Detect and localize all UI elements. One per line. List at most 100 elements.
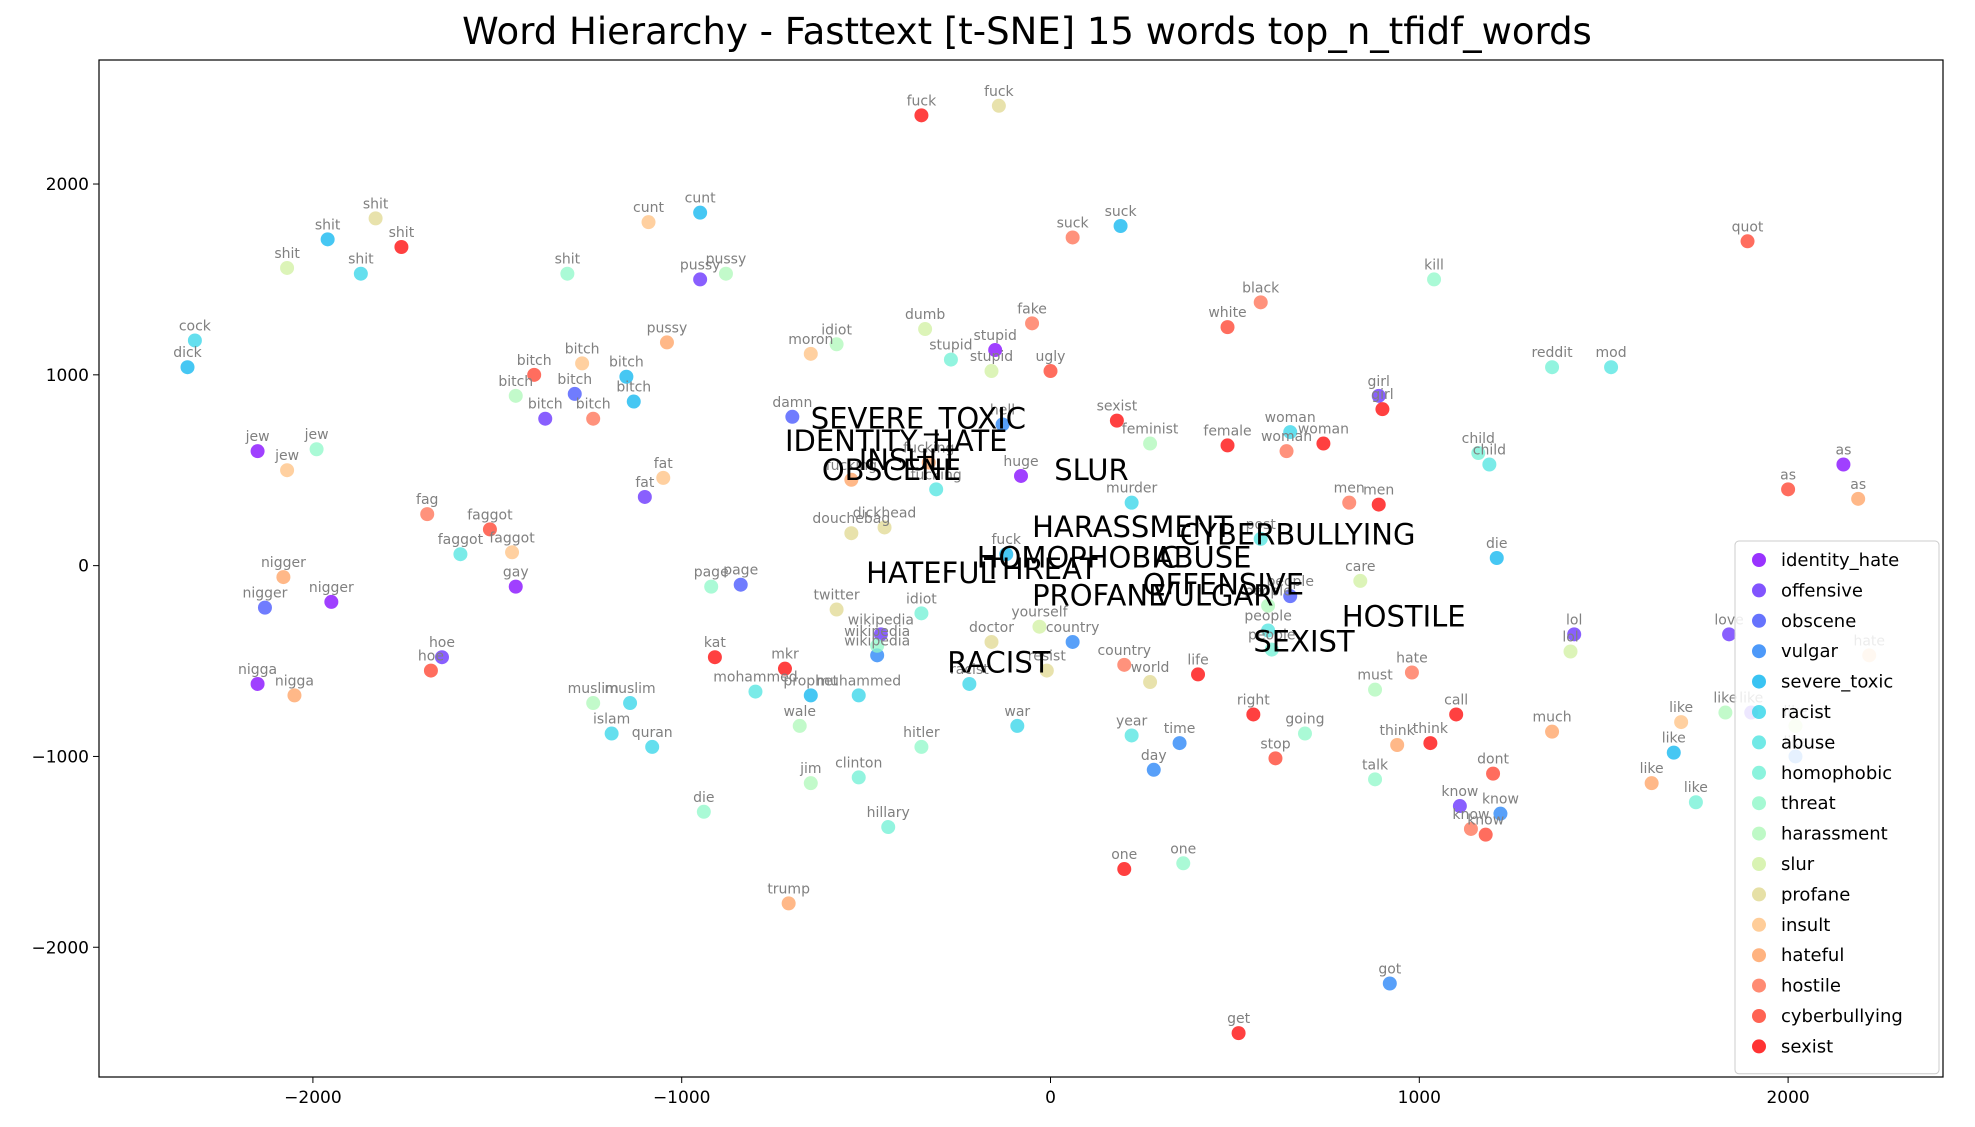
data-point bbox=[1404, 665, 1419, 680]
point-label: lol bbox=[1562, 630, 1578, 646]
point-label: shit bbox=[348, 252, 374, 268]
point-label: quot bbox=[1732, 219, 1764, 235]
legend-marker bbox=[1752, 978, 1766, 993]
data-point bbox=[1032, 619, 1047, 634]
point-label: huge bbox=[1003, 454, 1038, 470]
point-label: fag bbox=[416, 492, 438, 508]
data-point bbox=[803, 346, 818, 361]
data-point bbox=[1316, 436, 1331, 451]
data-point bbox=[1604, 360, 1619, 375]
data-point bbox=[696, 804, 711, 819]
point-label: think bbox=[1380, 723, 1416, 739]
legend-marker bbox=[1752, 765, 1766, 780]
point-label: nigger bbox=[309, 580, 354, 596]
point-label: mod bbox=[1596, 345, 1627, 361]
data-point bbox=[353, 266, 368, 281]
legend-label: abuse bbox=[1781, 732, 1835, 753]
point-label: men bbox=[1363, 483, 1394, 499]
data-point bbox=[1065, 634, 1080, 649]
data-point bbox=[1718, 705, 1733, 720]
legend-marker bbox=[1752, 613, 1766, 628]
data-point bbox=[505, 545, 520, 560]
point-label: reddit bbox=[1531, 345, 1573, 361]
data-point bbox=[1674, 715, 1689, 730]
legend-label: cyberbullying bbox=[1781, 1006, 1903, 1027]
data-point bbox=[1283, 589, 1298, 604]
data-point bbox=[1220, 320, 1235, 335]
point-label: cunt bbox=[685, 191, 716, 207]
point-label: kat bbox=[704, 635, 726, 651]
point-label: page bbox=[694, 565, 729, 581]
category-label: CYBERBULLYING bbox=[1180, 518, 1416, 552]
data-point bbox=[1172, 736, 1187, 751]
point-label: shit bbox=[363, 196, 389, 212]
point-label: idiot bbox=[821, 322, 852, 338]
data-point bbox=[1486, 766, 1501, 781]
legend-marker bbox=[1752, 674, 1766, 689]
point-label: fucking bbox=[911, 467, 962, 483]
point-label: cock bbox=[179, 318, 212, 334]
data-point bbox=[560, 266, 575, 281]
y-tick-label: −1000 bbox=[31, 747, 89, 767]
point-label: know bbox=[1441, 784, 1478, 800]
data-point bbox=[453, 547, 468, 562]
point-label: bitch bbox=[565, 341, 600, 357]
data-point bbox=[586, 411, 601, 426]
legend-label: identity_hate bbox=[1781, 550, 1899, 571]
point-label: people bbox=[1266, 574, 1313, 590]
data-point bbox=[943, 352, 958, 367]
point-label: pussy bbox=[647, 320, 688, 336]
point-label: kill bbox=[1424, 257, 1444, 273]
data-point bbox=[1644, 776, 1659, 791]
point-label: like bbox=[1713, 691, 1737, 707]
data-point bbox=[1113, 219, 1128, 234]
data-point bbox=[1043, 364, 1058, 379]
data-point bbox=[641, 215, 656, 230]
point-label: prophet bbox=[783, 673, 838, 689]
point-label: as bbox=[1835, 443, 1851, 459]
point-label: war bbox=[1004, 704, 1030, 720]
point-label: bitch bbox=[557, 372, 592, 388]
category-label: SEVERE_TOXIC bbox=[811, 401, 1026, 435]
point-label: stupid bbox=[970, 349, 1013, 365]
point-label: trump bbox=[767, 881, 810, 897]
data-point bbox=[704, 579, 719, 594]
legend-marker bbox=[1752, 1039, 1766, 1054]
data-point bbox=[637, 489, 652, 504]
point-label: muslim bbox=[568, 681, 619, 697]
point-label: hitler bbox=[903, 725, 940, 741]
point-label: cunt bbox=[633, 200, 664, 216]
point-label: like bbox=[1662, 731, 1686, 747]
point-label: shit bbox=[389, 225, 415, 241]
point-label: like bbox=[1640, 761, 1664, 777]
data-point bbox=[324, 594, 339, 609]
legend-label: slur bbox=[1781, 854, 1815, 875]
data-point bbox=[645, 739, 660, 754]
point-label: know bbox=[1452, 807, 1489, 823]
data-point bbox=[420, 507, 435, 522]
point-label: fuck bbox=[991, 532, 1021, 548]
point-labels: jew nigger gay stupid huge as nigga pussy bitch h… bbox=[173, 84, 1885, 1027]
point-label: nigger bbox=[243, 586, 288, 602]
point-label: murder bbox=[1106, 481, 1158, 497]
data-point bbox=[984, 634, 999, 649]
category-label: OBSCENE bbox=[822, 453, 961, 487]
legend-label: racist bbox=[1781, 702, 1831, 723]
point-label: fat bbox=[635, 475, 655, 491]
data-point bbox=[718, 266, 733, 281]
data-point bbox=[250, 676, 265, 691]
y-tick-label: 2000 bbox=[46, 175, 89, 195]
point-label: douchebag bbox=[812, 511, 890, 527]
legend-label: threat bbox=[1781, 793, 1836, 814]
data-point bbox=[1124, 728, 1139, 743]
point-label: woman bbox=[1298, 422, 1349, 438]
point-label: call bbox=[1444, 692, 1468, 708]
data-point bbox=[693, 205, 708, 220]
data-point bbox=[1449, 707, 1464, 722]
point-label: got bbox=[1378, 962, 1401, 978]
point-label: as bbox=[1850, 477, 1866, 493]
data-point bbox=[1390, 737, 1405, 752]
data-point bbox=[995, 417, 1010, 432]
point-label: nigga bbox=[275, 673, 314, 689]
data-point bbox=[368, 211, 383, 226]
